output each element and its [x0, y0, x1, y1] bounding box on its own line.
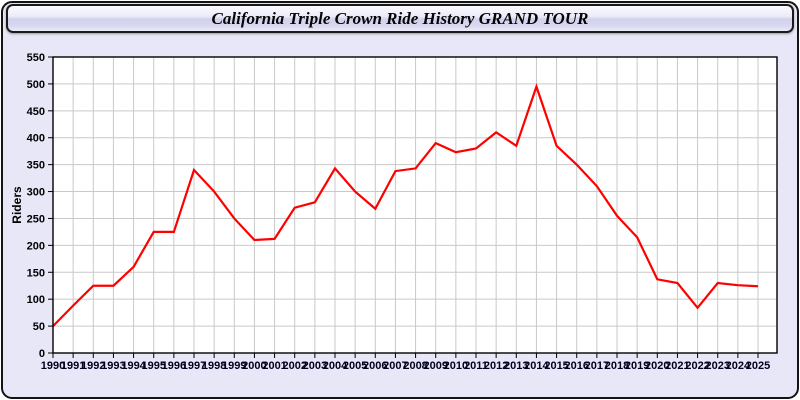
riders-series-line — [52, 83, 759, 327]
x-tick-label: 2021 — [665, 360, 689, 372]
plot-area — [53, 57, 777, 353]
y-tick-label: 150 — [27, 267, 45, 279]
x-axis-tick-labels: 1990199119921993199419951996199719981999… — [41, 360, 770, 372]
x-tick-label: 2008 — [403, 360, 427, 372]
x-tick-label: 2016 — [564, 360, 588, 372]
y-axis-title: Riders — [10, 186, 24, 224]
x-tick-label: 1991 — [61, 360, 85, 372]
plot-frame — [52, 56, 778, 354]
x-tick-label: 2002 — [282, 360, 306, 372]
y-tick-label: 400 — [27, 133, 45, 145]
x-tick-label: 1990 — [41, 360, 65, 372]
x-tick-label: 1993 — [101, 360, 125, 372]
x-tick-label: 2004 — [323, 360, 348, 372]
x-tick-label: 1994 — [121, 360, 146, 372]
x-tick-label: 2018 — [605, 360, 629, 372]
x-tick-label: 2012 — [484, 360, 508, 372]
x-tick-label: 2006 — [363, 360, 387, 372]
x-tick-label: 2010 — [444, 360, 468, 372]
x-tick-label: 1992 — [81, 360, 105, 372]
x-tick-label: 2011 — [464, 360, 488, 372]
x-tick-label: 1998 — [202, 360, 226, 372]
x-tick-label: 2009 — [423, 360, 447, 372]
y-tick-label: 200 — [27, 240, 45, 252]
y-tick-label: 500 — [27, 79, 45, 91]
x-tick-label: 2000 — [242, 360, 266, 372]
axis-ticks — [48, 56, 759, 358]
y-axis-tick-labels: 0 50 100 150 200 250 300 350 400 450 500 550 — [27, 52, 45, 360]
x-tick-label: 1997 — [182, 360, 206, 372]
x-tick-label: 2023 — [705, 360, 729, 372]
x-tick-label: 2025 — [746, 360, 770, 372]
x-tick-label: 2020 — [645, 360, 669, 372]
y-tick-label: 0 — [39, 348, 45, 360]
x-tick-label: 2019 — [625, 360, 649, 372]
x-tick-label: 2007 — [383, 360, 407, 372]
x-tick-label: 2015 — [544, 360, 568, 372]
title-banner: California Triple Crown Ride History GRA… — [6, 4, 794, 33]
x-tick-label: 1995 — [141, 360, 165, 372]
y-tick-label: 350 — [27, 160, 45, 172]
x-tick-label: 1996 — [162, 360, 186, 372]
x-tick-label: 2017 — [585, 360, 609, 372]
y-tick-label: 250 — [27, 213, 45, 225]
x-tick-label: 2013 — [504, 360, 528, 372]
x-tick-label: 2024 — [726, 360, 751, 372]
page-title: California Triple Crown Ride History GRA… — [211, 8, 589, 28]
x-tick-label: 1999 — [222, 360, 246, 372]
x-tick-label: 2005 — [343, 360, 367, 372]
y-tick-label: 100 — [27, 294, 45, 306]
gridlines — [53, 57, 777, 353]
x-tick-label: 2001 — [262, 360, 286, 372]
x-tick-label: 2003 — [303, 360, 327, 372]
y-tick-label: 300 — [27, 187, 45, 199]
y-tick-label: 50 — [33, 321, 45, 333]
x-tick-label: 2014 — [524, 360, 549, 372]
x-tick-label: 2022 — [685, 360, 709, 372]
y-tick-label: 450 — [27, 106, 45, 118]
y-tick-label: 550 — [27, 52, 45, 64]
